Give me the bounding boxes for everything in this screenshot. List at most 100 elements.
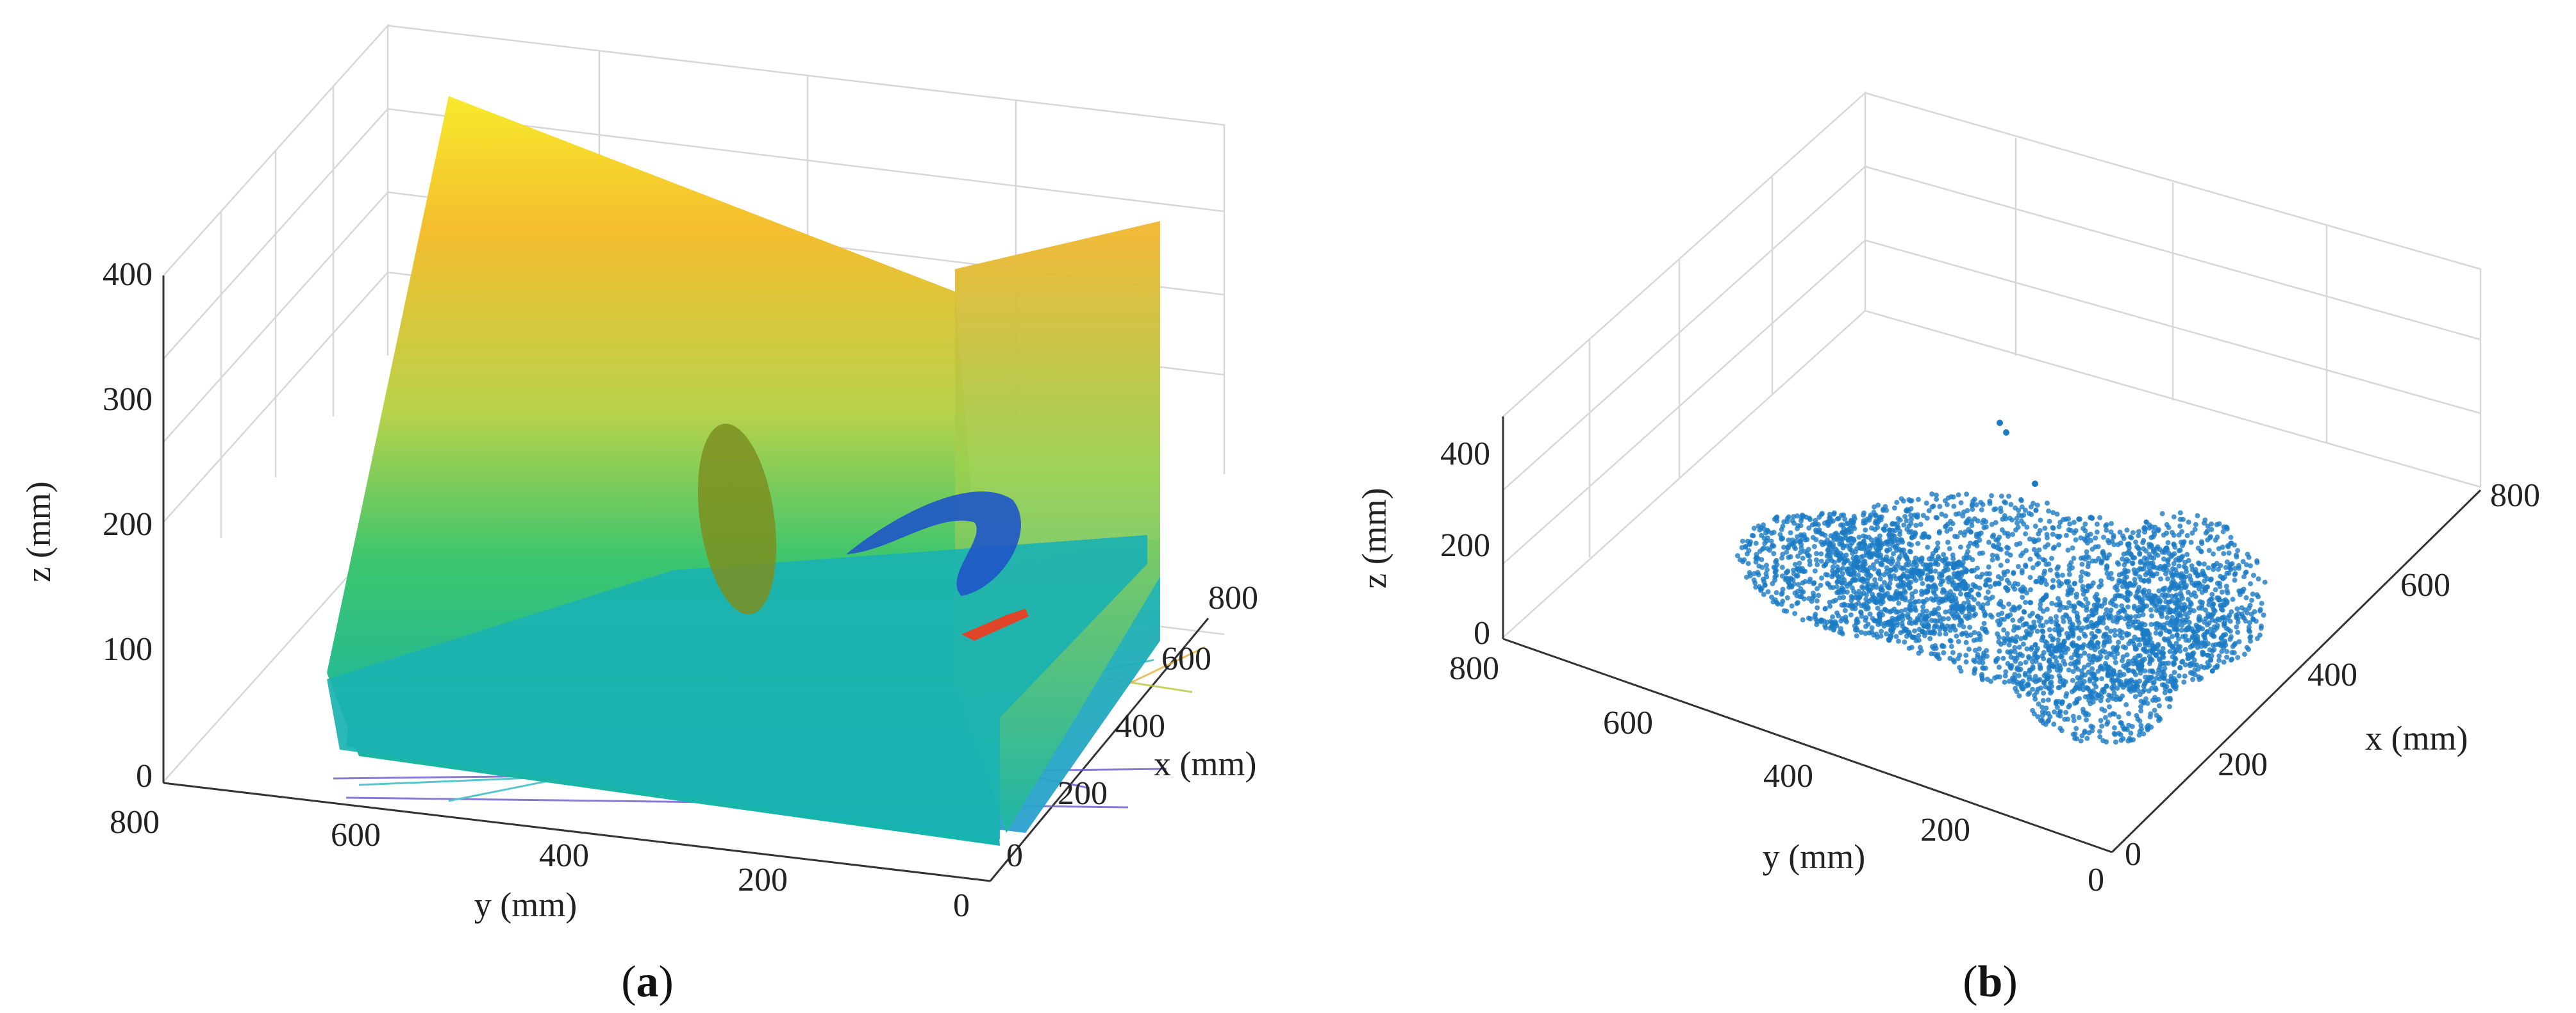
- point-cloud-dot: [2115, 677, 2121, 683]
- point-cloud-dot: [1900, 572, 1906, 577]
- point-cloud-dot: [2164, 531, 2170, 536]
- point-cloud-dot: [2028, 600, 2034, 605]
- point-cloud-dot: [1888, 633, 1894, 639]
- point-cloud-dot: [2090, 724, 2096, 730]
- point-cloud-dot: [2224, 525, 2230, 531]
- point-cloud-dot: [1800, 617, 1806, 623]
- point-cloud-dot: [1757, 586, 1763, 592]
- point-cloud-dot: [2152, 532, 2157, 538]
- point-cloud-dot: [2163, 686, 2168, 691]
- point-cloud-dot: [1998, 509, 2004, 515]
- point-cloud-dot: [2047, 714, 2053, 720]
- point-cloud-dot: [1956, 614, 1961, 620]
- point-cloud-dot: [1940, 643, 1945, 649]
- point-cloud-dot: [1998, 576, 2004, 582]
- point-cloud-dot: [1906, 645, 1912, 651]
- point-cloud-dot: [2073, 684, 2079, 690]
- point-cloud-dot: [2111, 725, 2117, 730]
- point-cloud-dot: [1988, 679, 1993, 684]
- point-cloud-dot: [2107, 634, 2112, 640]
- point-cloud-dot: [2178, 581, 2184, 586]
- point-cloud-dot: [1940, 622, 1945, 628]
- point-cloud-dot: [2112, 596, 2118, 602]
- point-cloud-dot: [2136, 533, 2141, 539]
- point-cloud-dot: [2216, 566, 2221, 572]
- point-cloud-dot: [1806, 525, 1812, 531]
- point-cloud-dot: [2139, 726, 2145, 732]
- point-cloud-dot: [1965, 616, 1970, 621]
- point-cloud-dot: [2075, 618, 2081, 623]
- point-cloud-dot: [2141, 566, 2147, 572]
- point-cloud-dot: [1904, 568, 1910, 574]
- point-cloud-dot: [1972, 659, 1978, 664]
- point-cloud-dot: [2087, 688, 2093, 694]
- point-cloud-dot: [2219, 589, 2225, 595]
- point-cloud-dot: [1929, 651, 1934, 657]
- point-cloud-dot: [2191, 590, 2197, 596]
- point-cloud-dot: [2163, 627, 2169, 633]
- point-cloud-dot: [1812, 522, 1818, 527]
- point-cloud-dot: [2138, 708, 2144, 714]
- point-cloud-dot: [1932, 623, 1938, 629]
- point-cloud-dot: [1884, 565, 1890, 571]
- point-cloud-dot: [1852, 627, 1858, 632]
- point-cloud-dot: [2225, 543, 2231, 548]
- point-cloud-dot: [2155, 552, 2161, 558]
- point-cloud-dot: [2135, 608, 2141, 614]
- point-cloud-dot: [2050, 636, 2056, 641]
- point-cloud-dot: [2104, 625, 2110, 631]
- point-cloud-dot: [2027, 536, 2032, 542]
- point-cloud-dot: [2177, 510, 2183, 516]
- point-cloud-dot: [1847, 581, 1853, 587]
- point-cloud-dot: [2022, 586, 2027, 592]
- point-cloud-dot: [2226, 550, 2232, 556]
- point-cloud-dot: [2040, 698, 2046, 704]
- point-cloud-dot: [1799, 533, 1805, 539]
- point-cloud-dot: [2126, 641, 2132, 647]
- point-cloud-dot: [1762, 582, 1768, 588]
- point-cloud-dot: [1913, 559, 1918, 565]
- point-cloud-dot: [1915, 497, 1921, 502]
- point-cloud-dot: [1957, 544, 1963, 550]
- point-cloud-dot: [2027, 669, 2032, 675]
- point-cloud-dot: [2213, 587, 2218, 593]
- point-cloud-dot: [2165, 557, 2171, 563]
- panel-a-x-tick: 400: [1115, 708, 1165, 745]
- point-cloud-dot: [1780, 536, 1786, 541]
- point-cloud-dot: [2080, 625, 2086, 631]
- point-cloud-dot: [1852, 549, 1858, 555]
- point-cloud-dot: [2023, 600, 2028, 605]
- point-cloud-dot: [2168, 696, 2173, 702]
- point-cloud-dot: [1841, 561, 1847, 566]
- point-cloud-dot: [1932, 568, 1938, 574]
- point-cloud-dot: [2209, 527, 2215, 532]
- point-cloud-dot: [2056, 564, 2061, 570]
- point-cloud-dot: [2066, 516, 2072, 522]
- point-cloud-dot: [1863, 615, 1869, 621]
- point-cloud-dot: [1834, 610, 1840, 616]
- point-cloud-dot: [2016, 693, 2022, 698]
- point-cloud-dot: [1961, 600, 1967, 606]
- point-cloud-dot: [1981, 621, 1987, 626]
- point-cloud-dot: [2013, 505, 2018, 511]
- point-cloud-dot: [2041, 656, 2047, 662]
- point-cloud-dot: [2170, 654, 2175, 660]
- point-cloud-dot: [1795, 573, 1800, 579]
- point-cloud-dot: [1920, 608, 1926, 614]
- point-cloud-dot: [2112, 711, 2117, 717]
- point-cloud-dot: [2110, 618, 2116, 623]
- point-cloud-dot: [1856, 534, 1862, 540]
- point-cloud-dot: [2078, 738, 2084, 744]
- point-cloud-dot: [1779, 602, 1784, 607]
- point-cloud-dot: [2207, 663, 2212, 668]
- point-cloud-dot: [2257, 607, 2263, 613]
- point-cloud-dot: [1848, 612, 1854, 618]
- point-cloud-dot: [2104, 684, 2109, 689]
- point-cloud-dot: [2234, 554, 2239, 560]
- point-cloud-dot: [1862, 558, 1868, 564]
- point-cloud-dot: [2055, 573, 2061, 579]
- point-cloud-dot: [2073, 537, 2079, 543]
- point-cloud-dot: [2202, 561, 2207, 567]
- point-cloud-dot: [2002, 673, 2008, 679]
- panel-a-x-tick: 0: [1006, 837, 1023, 874]
